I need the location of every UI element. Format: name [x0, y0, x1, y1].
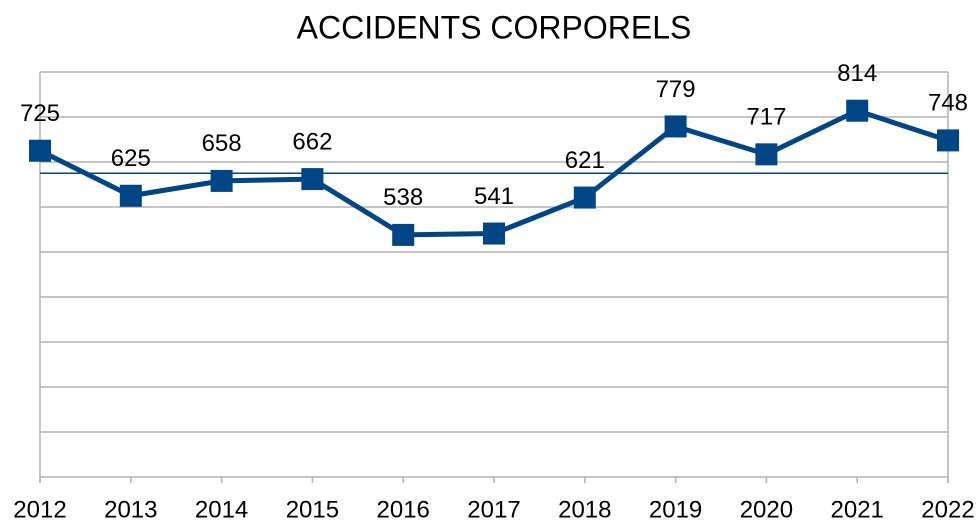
x-tick-label: 2015 [286, 496, 339, 523]
marker [392, 223, 415, 246]
x-tick-label: 2017 [467, 496, 520, 523]
marker [29, 139, 51, 162]
data-label: 748 [928, 90, 968, 117]
x-tick-label: 2021 [831, 496, 884, 523]
data-label: 725 [20, 100, 60, 127]
x-tick-label: 2013 [104, 496, 157, 523]
data-label: 625 [111, 145, 151, 172]
x-tick-label: 2016 [377, 496, 430, 523]
data-label: 717 [746, 104, 786, 131]
marker [664, 115, 687, 138]
data-label: 662 [292, 128, 332, 155]
marker [846, 99, 869, 122]
marker [483, 222, 505, 245]
data-label: 658 [202, 130, 242, 157]
data-label: 538 [383, 184, 423, 211]
marker [937, 129, 959, 152]
x-tick-label: 2012 [13, 496, 66, 523]
marker [119, 184, 142, 207]
x-tick-label: 2019 [649, 496, 702, 523]
data-label: 621 [565, 147, 605, 174]
x-tick-label: 2014 [195, 496, 248, 523]
x-tick-label: 2018 [558, 496, 611, 523]
marker [301, 168, 324, 191]
x-tick-label: 2020 [740, 496, 793, 523]
chart-title: ACCIDENTS CORPORELS [297, 9, 692, 45]
data-label: 779 [656, 76, 696, 103]
marker [210, 169, 233, 192]
data-label: 541 [474, 183, 514, 210]
marker [755, 143, 778, 166]
x-tick-label: 2022 [921, 496, 974, 523]
data-label: 814 [837, 60, 877, 87]
marker [573, 186, 596, 209]
